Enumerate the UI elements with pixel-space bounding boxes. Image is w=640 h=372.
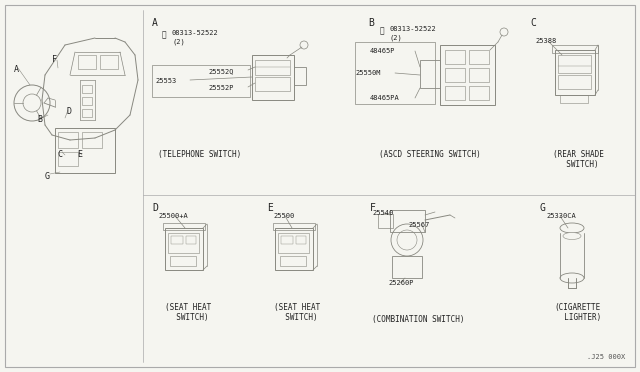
Bar	[255, 77, 290, 91]
Text: 25540: 25540	[372, 210, 393, 216]
Bar	[163, 223, 205, 230]
Text: (2): (2)	[172, 38, 185, 45]
Bar	[445, 68, 465, 82]
Bar	[555, 50, 595, 95]
Bar	[82, 85, 92, 93]
Bar	[78, 55, 96, 69]
Bar	[355, 42, 435, 104]
Bar	[171, 236, 183, 244]
Bar	[255, 60, 290, 75]
Bar	[445, 50, 465, 64]
Text: 25500: 25500	[273, 213, 294, 219]
Bar	[469, 86, 489, 100]
Ellipse shape	[560, 273, 584, 283]
Bar	[392, 256, 422, 278]
Text: 08313-52522: 08313-52522	[390, 26, 436, 32]
Text: (TELEPHONE SWITCH): (TELEPHONE SWITCH)	[158, 150, 242, 159]
Text: 25388: 25388	[535, 38, 556, 44]
Text: B: B	[368, 18, 374, 28]
Bar	[469, 68, 489, 82]
Bar	[445, 86, 465, 100]
Bar	[82, 109, 92, 117]
Text: B: B	[37, 115, 42, 124]
Bar	[281, 236, 293, 244]
Text: 08313-52522: 08313-52522	[172, 30, 219, 36]
Text: 48465PA: 48465PA	[370, 95, 400, 101]
Text: C: C	[530, 18, 536, 28]
Text: C: C	[57, 150, 62, 159]
Text: 25330CA: 25330CA	[546, 213, 576, 219]
Text: 25550M: 25550M	[355, 70, 381, 76]
Text: 25553: 25553	[155, 78, 176, 84]
Text: D: D	[152, 203, 158, 213]
Bar	[280, 256, 306, 266]
Text: .J25 000X: .J25 000X	[587, 354, 625, 360]
Bar	[252, 55, 294, 100]
Bar	[82, 132, 102, 148]
Bar	[469, 50, 489, 64]
Bar	[82, 97, 92, 105]
Bar	[558, 55, 591, 73]
Text: D: D	[66, 107, 71, 116]
Bar	[294, 67, 306, 85]
Text: F: F	[370, 203, 376, 213]
Text: Ⓣ: Ⓣ	[380, 26, 385, 35]
Text: (ASCD STEERING SWITCH): (ASCD STEERING SWITCH)	[379, 150, 481, 159]
Text: G: G	[45, 172, 50, 181]
Bar	[420, 60, 440, 88]
Text: 25552P: 25552P	[208, 85, 234, 91]
Ellipse shape	[560, 223, 584, 233]
Text: A: A	[152, 18, 158, 28]
Text: A: A	[14, 65, 19, 74]
Bar	[55, 128, 115, 173]
Text: (CIGARETTE
  LIGHTER): (CIGARETTE LIGHTER)	[555, 303, 601, 323]
Text: Ⓣ: Ⓣ	[162, 30, 166, 39]
Bar	[273, 223, 315, 230]
Bar	[558, 75, 591, 89]
Text: 25260P: 25260P	[388, 280, 413, 286]
Bar	[100, 55, 118, 69]
Text: 25500+A: 25500+A	[158, 213, 188, 219]
Bar	[296, 236, 306, 244]
Text: 25567: 25567	[408, 222, 429, 228]
Bar	[390, 210, 425, 232]
Bar	[58, 132, 78, 148]
Bar	[58, 152, 78, 166]
Text: E: E	[267, 203, 273, 213]
Text: G: G	[540, 203, 546, 213]
Bar	[170, 256, 196, 266]
Text: 48465P: 48465P	[370, 48, 396, 54]
Bar	[278, 233, 309, 253]
Bar	[378, 214, 393, 228]
Bar	[165, 228, 203, 270]
Text: (COMBINATION SWITCH): (COMBINATION SWITCH)	[372, 315, 464, 324]
Text: (2): (2)	[390, 34, 403, 41]
Text: (REAR SHADE
  SWITCH): (REAR SHADE SWITCH)	[552, 150, 604, 169]
Ellipse shape	[563, 232, 581, 240]
Text: F: F	[52, 55, 57, 64]
Bar	[168, 233, 199, 253]
Bar	[560, 95, 588, 103]
Bar	[186, 236, 196, 244]
Bar	[275, 228, 313, 270]
Bar	[440, 45, 495, 105]
Text: (SEAT HEAT
  SWITCH): (SEAT HEAT SWITCH)	[165, 303, 211, 323]
Text: E: E	[77, 150, 82, 159]
Text: 25552Q: 25552Q	[208, 68, 234, 74]
Text: (SEAT HEAT
  SWITCH): (SEAT HEAT SWITCH)	[274, 303, 320, 323]
Bar	[152, 65, 250, 97]
Bar	[552, 45, 598, 53]
